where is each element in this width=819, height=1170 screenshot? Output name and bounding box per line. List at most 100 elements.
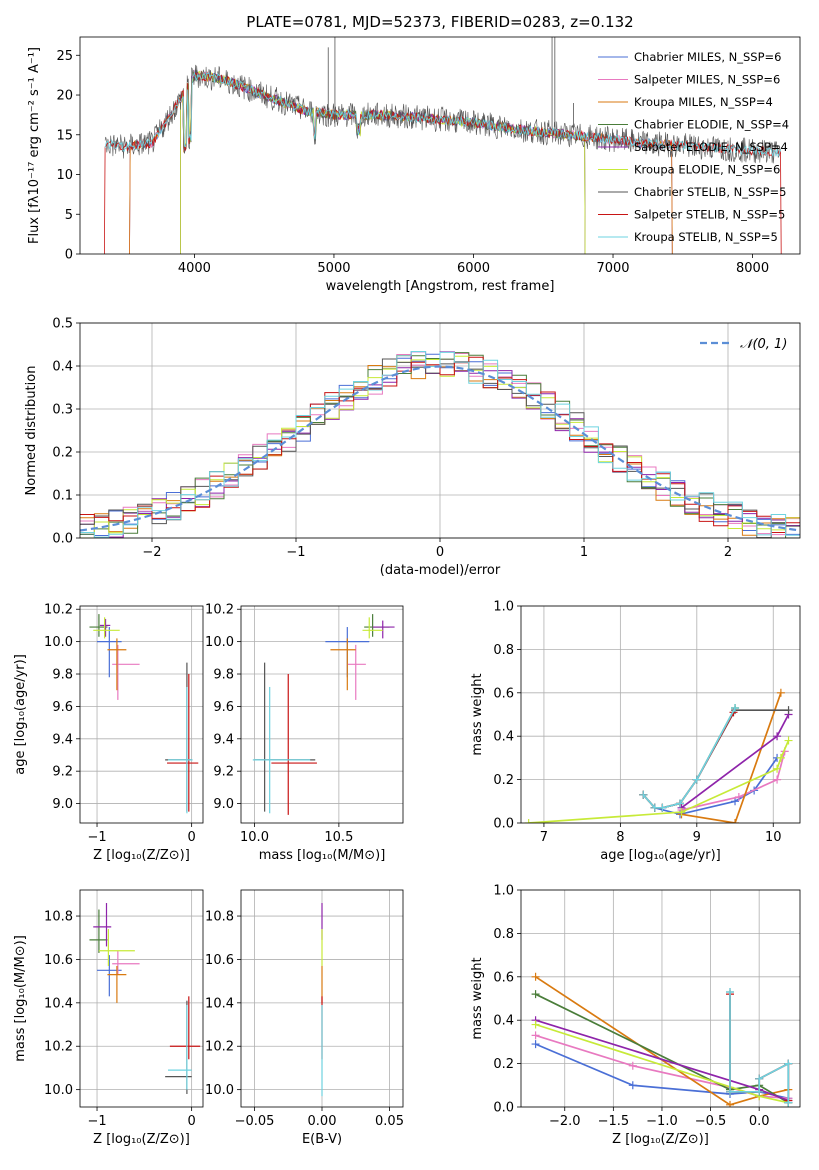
weight-line	[642, 707, 736, 809]
y-tick-label: 0.8	[493, 927, 514, 942]
y-axis-label: age [log₁₀(age/yr)]	[13, 654, 28, 775]
x-tick-label: 0.00	[308, 1114, 337, 1129]
histogram-step	[80, 351, 800, 538]
x-tick-label: 6000	[457, 261, 490, 276]
y-tick-label: 0	[65, 248, 73, 263]
x-axis-label: age [log₁₀(age/yr)]	[600, 848, 721, 863]
y-tick-label: 0.5	[52, 317, 73, 332]
weight-marker	[773, 732, 782, 741]
x-tick-label: 0	[436, 545, 444, 560]
spectrum-line	[129, 69, 673, 254]
x-tick-label: −2	[142, 545, 161, 560]
x-tick-label: −0.05	[235, 1114, 275, 1129]
weight-line	[535, 976, 789, 1106]
x-axis-label: Z [log₁₀(Z/Z⊙)]	[93, 848, 190, 863]
y-tick-label: 0.0	[493, 817, 514, 832]
axes-frame	[79, 36, 801, 255]
x-tick-label: 4000	[178, 261, 211, 276]
weight-marker	[784, 736, 793, 745]
x-tick-label: 0.0	[749, 1114, 770, 1129]
spectrum-line	[180, 70, 586, 254]
weight-marker	[773, 764, 782, 773]
y-tick-label: 0.4	[493, 1014, 514, 1029]
y-axis-label: mass weight	[470, 673, 485, 755]
y-tick-label: 10.2	[44, 603, 73, 618]
x-tick-label: 1	[580, 545, 588, 560]
y-tick-label: 5	[65, 208, 73, 223]
y-tick-label: 10.0	[44, 1083, 73, 1098]
legend-label: Kroupa ELODIE, N_SSP=6	[634, 163, 780, 177]
y-tick-label: 0.2	[493, 1057, 514, 1072]
weight-marker	[755, 1074, 764, 1083]
y-tick-label: 0.0	[493, 1101, 514, 1116]
x-tick-label: 0	[188, 1114, 196, 1129]
weight-marker	[726, 987, 735, 996]
panel-residuals: −2 −1 0 1 2 0.0 0.1 0.2 0.3 0.4 0.5 (data-model)/er…	[24, 317, 801, 578]
y-tick-label: 1.0	[493, 600, 514, 615]
weight-marker	[776, 688, 785, 697]
weight-line	[681, 751, 786, 811]
y-tick-label: 20	[56, 89, 73, 104]
panel-spectrum: 4000 5000 6000 7000 8000 0 5 10 15 20 25 wavelength…	[27, 13, 801, 294]
y-tick-label: 15	[56, 128, 73, 143]
x-tick-label: 5000	[317, 261, 350, 276]
y-tick-label: 10.4	[205, 996, 234, 1011]
weight-marker	[731, 819, 740, 823]
weight-line	[642, 711, 735, 809]
spectrum-line	[129, 71, 673, 254]
y-tick-label: 0.1	[52, 489, 73, 504]
panel-mass_weight_vs_age: 7 8 9 10 0.0 0.2 0.4 0.6 0.8 1.0 age [log₁₀(age/yr…	[470, 600, 801, 863]
y-tick-label: 9.4	[213, 732, 234, 747]
y-tick-label: 25	[56, 49, 73, 64]
x-tick-label: 10.0	[240, 830, 269, 845]
weight-marker	[531, 990, 540, 999]
y-axis-label: Normed distribution	[24, 366, 39, 496]
y-tick-label: 9.8	[213, 668, 234, 683]
legend-label: Chabrier MILES, N_SSP=6	[634, 50, 781, 64]
y-tick-label: 10.0	[205, 1083, 234, 1098]
y-tick-label: 10.6	[44, 953, 73, 968]
y-tick-label: 0.8	[493, 643, 514, 658]
spectrum-line	[180, 69, 586, 254]
legend-label: Chabrier ELODIE, N_SSP=4	[634, 118, 789, 132]
weight-marker	[776, 753, 785, 762]
y-tick-label: 9.6	[213, 700, 234, 715]
weight-marker	[639, 790, 648, 799]
x-tick-label: 8	[616, 830, 624, 845]
spectrum-line	[129, 70, 673, 254]
x-tick-label: 8000	[736, 261, 769, 276]
y-axis-label: mass [log₁₀(M/M⊙)]	[13, 935, 28, 1062]
x-tick-label: 0	[188, 830, 196, 845]
x-axis-label: Z [log₁₀(Z/Z⊙)]	[612, 1132, 709, 1147]
legend-label: Salpeter ELODIE, N_SSP=4	[634, 140, 788, 154]
x-tick-label: 9	[693, 830, 701, 845]
weight-marker	[731, 703, 740, 712]
weight-marker	[628, 1081, 637, 1090]
spectrum-line	[180, 69, 586, 254]
axes-frame	[79, 322, 801, 539]
y-tick-label: 10.8	[44, 910, 73, 925]
legend-label: Salpeter STELIB, N_SSP=5	[634, 208, 785, 222]
axes-frame	[240, 889, 404, 1108]
x-tick-label: −1	[286, 545, 305, 560]
weight-line	[680, 714, 790, 809]
y-tick-label: 0.0	[52, 532, 73, 547]
y-tick-label: 10.2	[205, 1040, 234, 1055]
axes-frame	[240, 605, 404, 824]
x-tick-label: −1	[87, 830, 106, 845]
axes-frame	[520, 889, 801, 1108]
x-tick-label: −0.5	[695, 1114, 727, 1129]
y-tick-label: 10.6	[205, 953, 234, 968]
weight-marker	[675, 799, 684, 808]
y-axis-label: mass weight	[470, 957, 485, 1039]
weight-marker	[531, 1040, 540, 1049]
panel-age_vs_mass: 10.0 10.5 9.0 9.2 9.4 9.6 9.8 10.0 10.2 mass [log…	[205, 603, 404, 863]
y-tick-label: 0.4	[52, 360, 73, 375]
panel-mass_vs_Z: −1 0 10.0 10.2 10.4 10.6 10.8 Z [log₁₀(Z/Z⊙)] ma…	[13, 889, 204, 1147]
weight-marker	[531, 1020, 540, 1029]
x-tick-label: 0.05	[375, 1114, 404, 1129]
legend-label: Salpeter MILES, N_SSP=6	[634, 73, 780, 87]
x-axis-label: mass [log₁₀(M/M⊙)]	[259, 848, 386, 863]
legend-label: Kroupa STELIB, N_SSP=5	[634, 230, 778, 244]
